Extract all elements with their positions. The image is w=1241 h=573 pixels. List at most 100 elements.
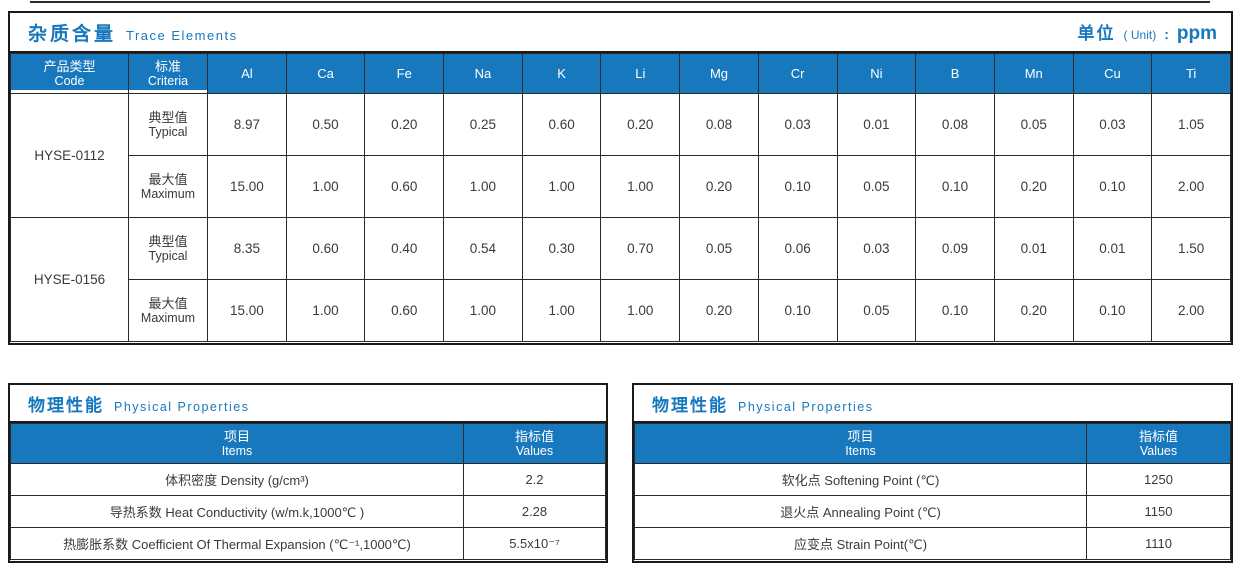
unit-label-en: ( Unit) <box>1123 28 1157 42</box>
physical-properties-left-table: 项目 Items 指标值 Values 体积密度 Density (g/cm³)… <box>10 423 606 560</box>
physical-right-title-band: 物理性能 Physical Properties <box>634 385 1231 423</box>
value-cell: 0.03 <box>757 93 838 156</box>
value-cell: 0.54 <box>443 217 523 280</box>
value-cell: 0.20 <box>679 155 759 218</box>
page-top-divider <box>30 1 1210 3</box>
value-cell: 1.00 <box>443 279 523 342</box>
criteria-typical-cn: 典型值 <box>148 109 188 125</box>
criteria-maximum-en: Maximum <box>140 310 196 325</box>
value-cell: 1.00 <box>521 279 602 342</box>
value-cell: 0.10 <box>915 155 995 218</box>
item-cell: 体积密度 Density (g/cm³) <box>10 463 464 496</box>
value-cell: 0.40 <box>364 217 445 280</box>
value-cell: 0.10 <box>915 279 995 342</box>
value-cell: 0.20 <box>364 93 445 156</box>
item-cell: 导热系数 Heat Conductivity (w/m.k,1000℃ ) <box>10 495 464 528</box>
value-cell: 8.97 <box>207 93 287 156</box>
value-cell: 0.10 <box>757 279 838 342</box>
trace-elements-table: 产品类型 Code 标准 Criteria Al Ca Fe Na K Li M… <box>10 53 1231 342</box>
unit-value: ppm <box>1176 23 1217 44</box>
value-cell: 5.5x10⁻⁷ <box>463 527 606 560</box>
column-header-values-cn: 指标值 <box>514 428 554 444</box>
column-header-items: 项目 Items <box>634 423 1087 464</box>
trace-elements-title-en: Trace Elements <box>126 27 238 43</box>
value-cell: 0.06 <box>757 217 838 280</box>
criteria-typical-en: Typical <box>148 124 188 139</box>
table-row-density: 体积密度 Density (g/cm³) 2.2 <box>10 463 606 496</box>
value-cell: 1.50 <box>1151 217 1231 280</box>
value-cell: 15.00 <box>207 279 287 342</box>
table-row-hyse0156-typical: HYSE-0156 典型值 Typical 8.35 0.60 0.40 0.5… <box>10 217 1231 342</box>
criteria-cell-typical: 典型值 Typical <box>128 217 208 280</box>
trace-elements-title-cn: 杂质含量 <box>28 23 117 45</box>
table-row-heat-conductivity: 导热系数 Heat Conductivity (w/m.k,1000℃ ) 2.… <box>10 495 606 528</box>
column-header-values-en: Values <box>1139 443 1178 458</box>
value-cell: 15.00 <box>207 155 287 218</box>
value-cell: 1.05 <box>1151 93 1231 156</box>
value-cell: 1.00 <box>521 155 602 218</box>
value-cell: 1250 <box>1086 463 1231 496</box>
value-cell: 2.2 <box>463 463 606 496</box>
column-header-product-code-en: Code <box>54 73 85 88</box>
value-cell: 0.10 <box>1072 155 1153 218</box>
column-header-element-mg: Mg <box>679 53 759 94</box>
table-row-hyse0156-maximum: 最大值 Maximum 15.00 1.00 0.60 1.00 1.00 1.… <box>11 279 1231 342</box>
value-cell: 0.10 <box>757 155 838 218</box>
value-cell: 0.20 <box>600 93 681 156</box>
column-header-element-ca: Ca <box>285 53 366 94</box>
column-header-values: 指标值 Values <box>463 423 606 464</box>
criteria-maximum-en: Maximum <box>140 186 196 201</box>
value-cell: 2.28 <box>463 495 606 528</box>
value-cell: 2.00 <box>1151 279 1231 342</box>
column-header-criteria: 标准 Criteria <box>128 53 208 94</box>
value-cell: 0.01 <box>1072 217 1153 280</box>
physical-right-title-en: Physical Properties <box>738 399 874 414</box>
column-header-element-cr: Cr <box>757 53 838 94</box>
trace-elements-title: 杂质含量 Trace Elements <box>28 19 238 46</box>
physical-left-title-band: 物理性能 Physical Properties <box>10 385 606 423</box>
value-cell: 1150 <box>1086 495 1231 528</box>
criteria-maximum-cn: 最大值 <box>148 171 188 187</box>
criteria-cell-typical: 典型值 Typical <box>128 93 208 156</box>
unit-label: 单位 ( Unit) : ppm <box>1078 19 1217 45</box>
value-cell: 0.60 <box>364 155 445 218</box>
value-cell: 8.35 <box>207 217 287 280</box>
physical-right-title: 物理性能 Physical Properties <box>652 391 874 416</box>
table-row-hyse0112-maximum: 最大值 Maximum 15.00 1.00 0.60 1.00 1.00 1.… <box>11 155 1231 218</box>
value-cell: 0.08 <box>679 93 759 156</box>
column-header-product-code: 产品类型 Code <box>10 53 129 94</box>
value-cell: 0.25 <box>443 93 523 156</box>
trace-header-row: 产品类型 Code 标准 Criteria Al Ca Fe Na K Li M… <box>10 53 1231 94</box>
physical-properties-right-panel: 物理性能 Physical Properties 项目 Items 指标值 Va… <box>632 383 1233 563</box>
table-row-annealing-point: 退火点 Annealing Point (℃) 1150 <box>634 495 1231 528</box>
item-cell: 软化点 Softening Point (℃) <box>634 463 1087 496</box>
column-header-element-k: K <box>521 53 602 94</box>
value-cell: 1.00 <box>600 155 681 218</box>
value-cell: 0.60 <box>285 217 366 280</box>
value-cell: 0.20 <box>993 279 1074 342</box>
column-header-items-cn: 项目 <box>847 428 874 444</box>
value-cell: 0.05 <box>836 155 917 218</box>
unit-label-cn: 单位 <box>1077 24 1116 43</box>
column-header-element-ti: Ti <box>1151 53 1231 94</box>
criteria-cell-maximum: 最大值 Maximum <box>128 155 208 218</box>
table-row-softening-point: 软化点 Softening Point (℃) 1250 <box>634 463 1231 496</box>
column-header-element-li: Li <box>600 53 681 94</box>
product-code-cell: HYSE-0156 <box>10 217 129 342</box>
column-header-element-ni: Ni <box>836 53 917 94</box>
column-header-items-en: Items <box>221 443 253 458</box>
value-cell: 0.09 <box>915 217 995 280</box>
column-header-element-cu: Cu <box>1072 53 1153 94</box>
column-header-values-cn: 指标值 <box>1138 428 1178 444</box>
table-row-strain-point: 应变点 Strain Point(℃) 1110 <box>634 527 1231 560</box>
value-cell: 0.20 <box>679 279 759 342</box>
value-cell: 1.00 <box>285 279 366 342</box>
value-cell: 0.08 <box>915 93 995 156</box>
product-code-cell: HYSE-0112 <box>10 93 129 218</box>
column-header-values: 指标值 Values <box>1086 423 1231 464</box>
table-row-hyse0112-typical: HYSE-0112 典型值 Typical 8.97 0.50 0.20 0.2… <box>10 93 1231 218</box>
value-cell: 0.05 <box>836 279 917 342</box>
criteria-typical-cn: 典型值 <box>148 233 188 249</box>
column-header-product-code-cn: 产品类型 <box>43 58 96 74</box>
physical-right-title-cn: 物理性能 <box>652 395 728 415</box>
